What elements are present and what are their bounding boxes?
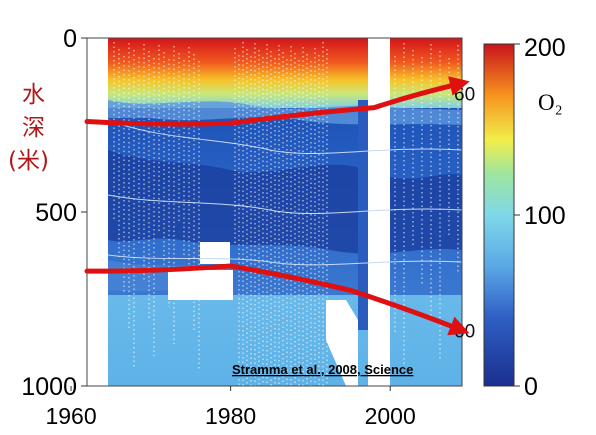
y-tick-label: 500	[35, 199, 77, 227]
y-axis-label-line: (米)	[8, 148, 49, 174]
colorbar-label: O₂	[538, 90, 563, 115]
colorbar-tick-label: 0	[524, 373, 538, 401]
y-axis-label: 水深 (米)	[8, 82, 49, 174]
annotation-arrow-upper-boundary	[84, 76, 470, 127]
y-axis-label-line: 水	[22, 82, 45, 108]
citation: Stramma et al., 2008, Science	[232, 362, 413, 377]
annotation-arrows	[84, 76, 470, 336]
x-tick-label: 1960	[45, 403, 96, 429]
y-axis-label-line: 深	[22, 115, 45, 141]
colorbar-tick-label: 100	[524, 202, 566, 230]
y-axis: 0 500 1000	[21, 25, 87, 401]
x-tick-label: 2000	[365, 403, 416, 429]
colorbar-tick-label: 200	[524, 34, 566, 62]
contour-label: 60	[454, 85, 475, 106]
annotation-arrow-lower-boundary	[84, 263, 470, 336]
oxygen-heatmap-field	[87, 38, 462, 386]
y-tick-label: 0	[63, 25, 77, 53]
colorbar	[483, 43, 515, 387]
colorbar-ticks: 0 100 200	[514, 34, 566, 401]
contour-label: 60	[454, 321, 475, 342]
x-axis: 1960 1980 2000	[45, 386, 416, 429]
y-tick-label: 1000	[21, 373, 77, 401]
x-tick-label: 1980	[205, 403, 256, 429]
